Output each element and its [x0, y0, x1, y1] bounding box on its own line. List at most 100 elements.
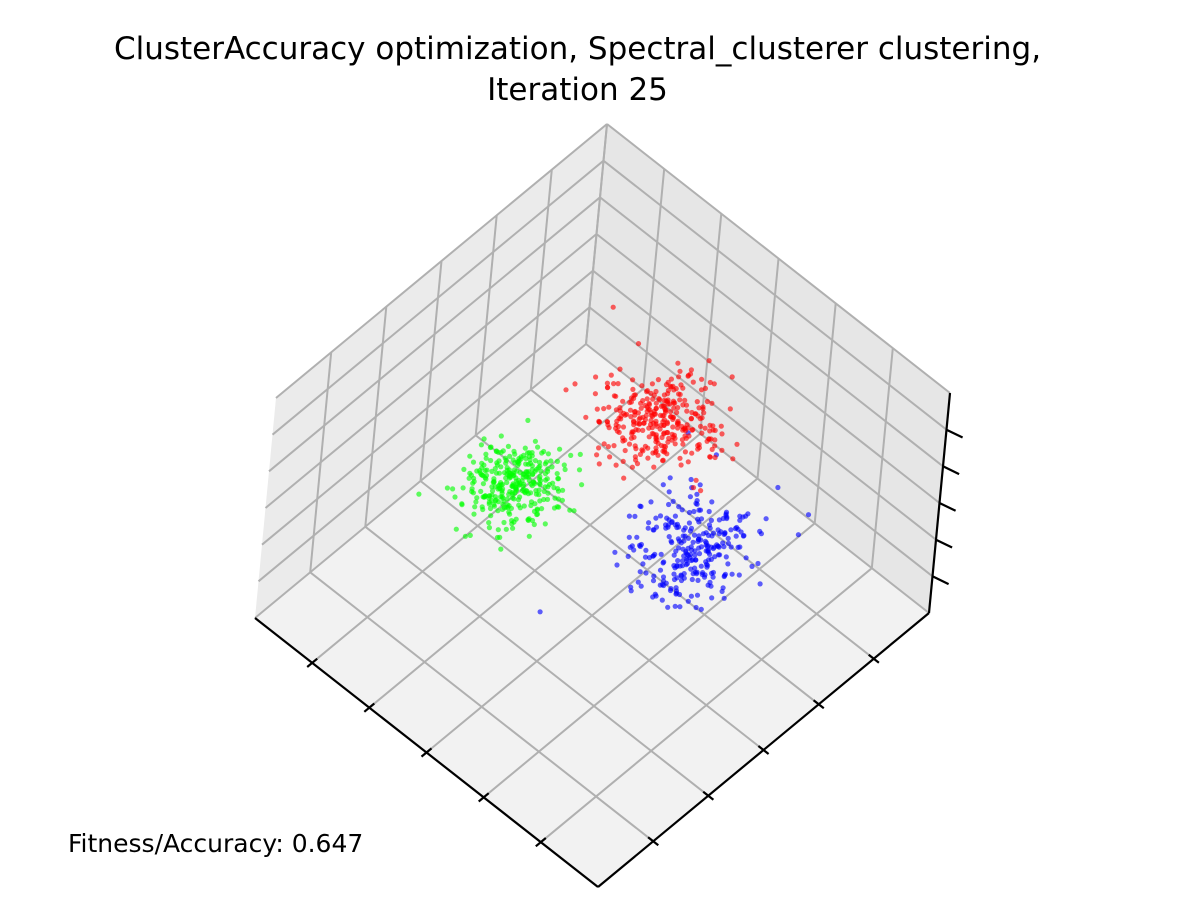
scatter-point: [676, 591, 683, 598]
scatter-point: [631, 547, 637, 553]
scatter-point: [719, 431, 725, 437]
scatter-point: [543, 477, 549, 483]
scatter-point: [460, 485, 466, 491]
scatter-point: [718, 423, 724, 429]
scatter-point: [667, 414, 674, 420]
scatter-point: [542, 471, 549, 477]
scatter-point: [579, 482, 585, 488]
scatter-point: [651, 431, 657, 437]
scatter-point: [659, 597, 665, 603]
scatter-point: [679, 423, 685, 430]
scatter-point: [706, 522, 713, 528]
scatter-point: [679, 563, 686, 569]
scatter-point: [708, 436, 714, 442]
scatter-point: [549, 464, 555, 470]
scatter-point: [604, 380, 611, 386]
scatter-point: [509, 521, 515, 527]
scatter-point: [660, 574, 667, 580]
scatter-point: [672, 522, 678, 528]
scatter-point: [645, 406, 652, 412]
scatter-point: [467, 453, 473, 459]
scatter-point: [618, 416, 624, 422]
scatter-point: [503, 457, 509, 463]
scatter-point: [675, 418, 681, 424]
scatter-point: [672, 513, 679, 519]
scatter-point: [617, 366, 623, 372]
scatter-point: [508, 474, 514, 480]
scatter-point: [671, 552, 677, 558]
scatter-point: [644, 396, 650, 402]
scatter-point: [416, 491, 422, 497]
z-axis-tick: [942, 465, 960, 476]
scatter-point: [702, 425, 708, 431]
scatter-point: [675, 558, 681, 564]
scatter-point: [605, 384, 611, 390]
scatter-point: [541, 488, 547, 494]
scatter-point: [497, 485, 503, 491]
scatter-point: [606, 425, 612, 431]
scatter-point: [690, 379, 696, 385]
scatter-point: [628, 414, 634, 420]
scatter-point: [737, 544, 743, 550]
scatter-point: [492, 498, 498, 504]
scatter-point: [678, 540, 684, 546]
scatter-point: [677, 368, 683, 374]
scatter-point: [708, 517, 715, 524]
scatter-point: [701, 410, 707, 416]
scatter-point: [506, 509, 512, 515]
scatter-point: [516, 482, 522, 488]
scatter-point: [690, 539, 696, 545]
scatter-point: [722, 571, 729, 577]
scatter-point: [740, 533, 747, 539]
scatter-point: [724, 514, 730, 520]
scatter-point: [678, 462, 684, 468]
scatter-point: [467, 532, 473, 539]
x-axis-tick: [420, 747, 433, 758]
scatter-point: [562, 466, 568, 473]
scatter-point: [695, 577, 701, 584]
scatter-point: [729, 374, 735, 380]
scatter-point: [472, 504, 478, 510]
scatter-point: [507, 453, 513, 459]
scatter-point: [470, 480, 476, 486]
scatter-point: [613, 425, 619, 431]
scatter-point: [617, 408, 624, 414]
scatter-point: [560, 487, 566, 493]
scatter-point: [680, 546, 686, 552]
scatter-point: [526, 533, 532, 539]
scatter-point: [548, 458, 554, 464]
scatter-point: [545, 466, 551, 472]
scatter-point: [535, 444, 541, 450]
scatter-point: [669, 437, 675, 443]
scatter-point: [682, 397, 688, 403]
scatter-point: [734, 524, 740, 531]
scatter-point: [572, 381, 578, 387]
scatter-point: [684, 408, 690, 414]
scatter-point: [651, 411, 657, 417]
scatter-point: [508, 505, 514, 511]
scatter-point: [596, 445, 602, 451]
scatter-point: [640, 561, 646, 567]
scatter-point: [555, 476, 561, 482]
scatter-point: [453, 526, 459, 532]
scatter-point: [550, 480, 556, 486]
scatter-point: [692, 548, 698, 554]
scatter-point: [486, 525, 492, 531]
scatter-point: [670, 498, 676, 504]
scatter-point: [640, 427, 646, 433]
scatter-point: [795, 532, 802, 538]
scatter-point: [529, 463, 535, 469]
scatter-point: [652, 591, 658, 597]
scatter-point: [474, 495, 480, 501]
scatter-point: [481, 462, 487, 468]
scatter-point: [613, 462, 619, 468]
scatter-point: [733, 533, 739, 539]
x-axis-tick: [477, 792, 490, 803]
scatter-point: [530, 471, 536, 477]
scatter-point: [626, 513, 633, 519]
scatter-point: [666, 489, 672, 495]
scatter-point: [515, 497, 522, 503]
scatter-point: [495, 527, 501, 533]
scatter-point: [473, 499, 479, 505]
scatter-point: [504, 479, 510, 486]
